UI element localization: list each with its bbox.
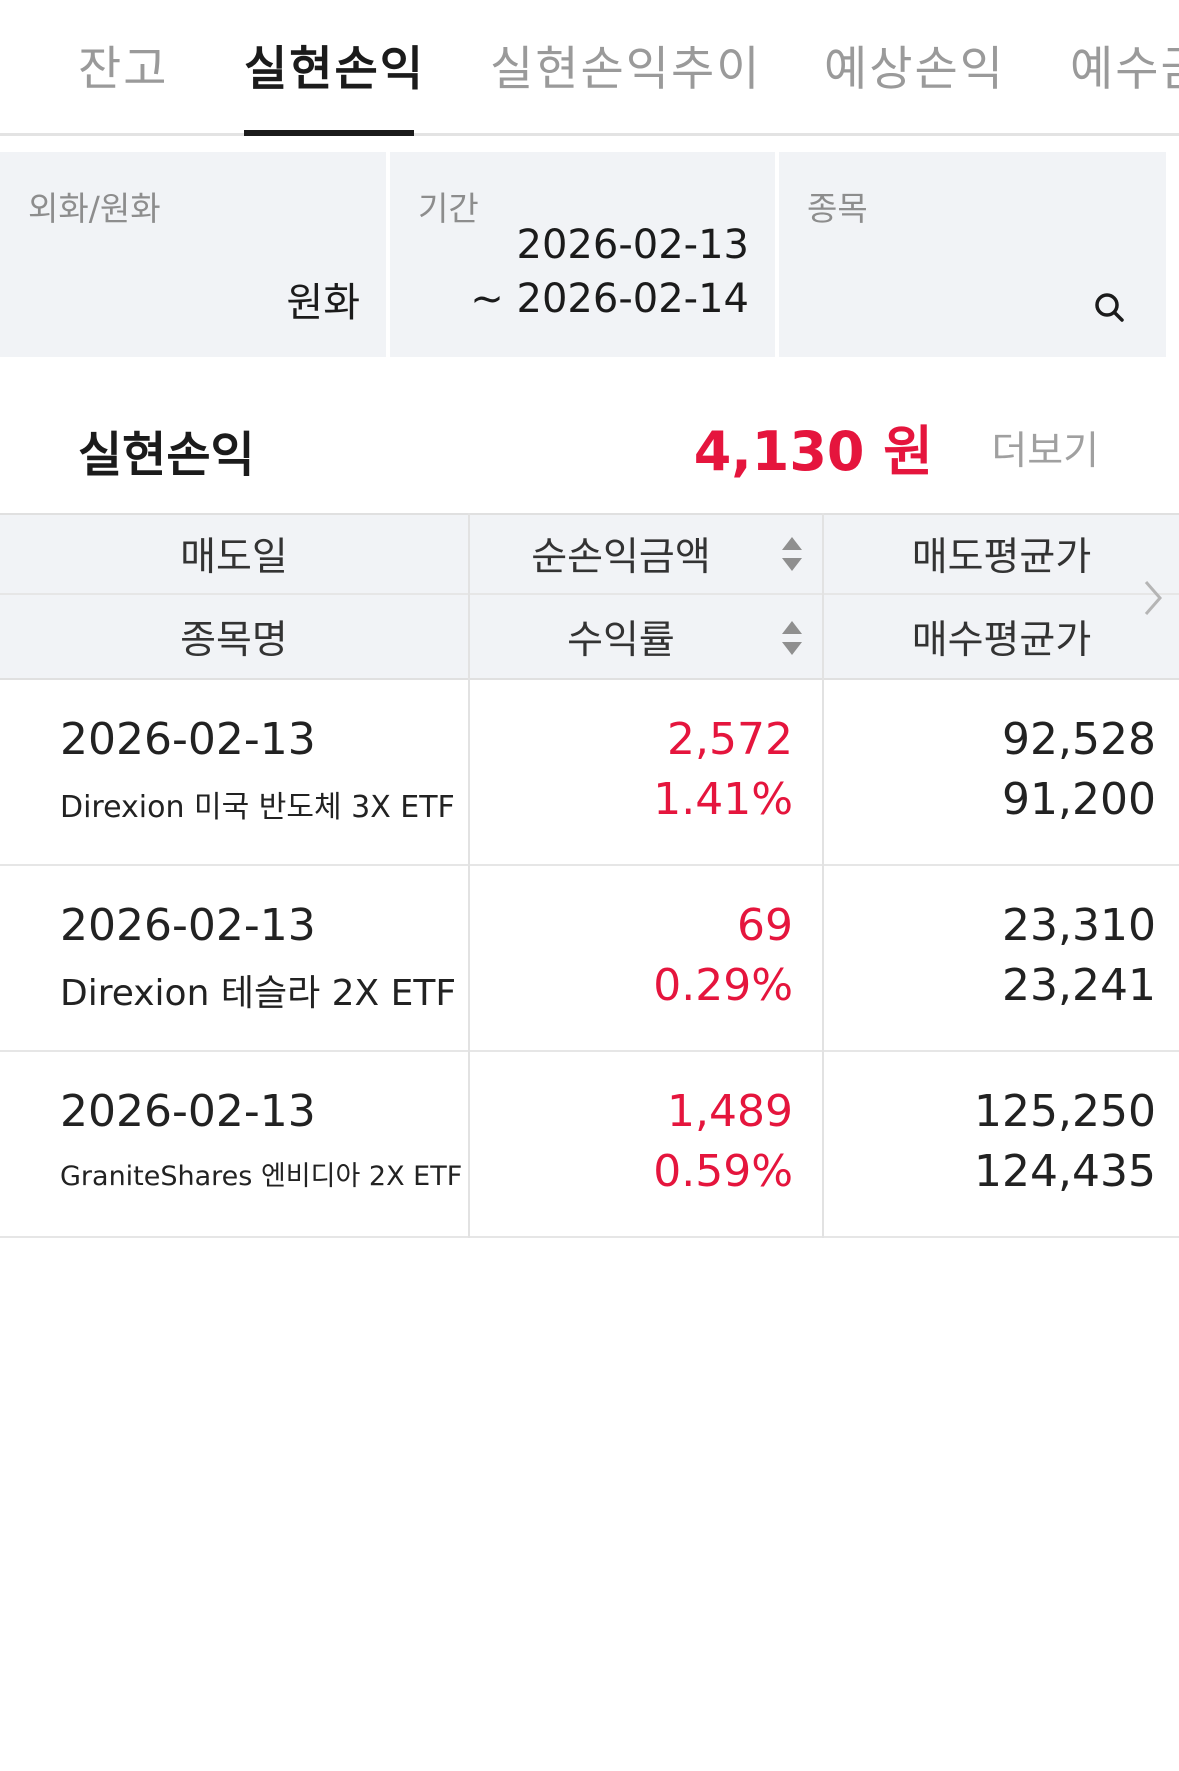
summary-title: 실현손익 — [78, 427, 255, 483]
net-profit: 1,489 — [667, 1086, 793, 1137]
sell-date: 2026-02-13 — [60, 900, 316, 951]
stock-name: GraniteShares 엔비디아 2X ETF — [60, 1161, 463, 1192]
more-button[interactable]: 더보기 — [991, 429, 1099, 474]
sell-avg-price: 23,310 — [1002, 900, 1156, 951]
search-icon[interactable] — [1090, 288, 1130, 328]
stock-filter-label: 종목 — [807, 189, 868, 228]
sell-avg-price: 92,528 — [1002, 714, 1156, 765]
stock-name: Direxion 미국 반도체 3X ETF — [60, 790, 455, 825]
sort-icon[interactable] — [780, 618, 804, 658]
return-rate: 0.29% — [653, 960, 793, 1011]
period-filter[interactable]: 기간 2026-02-13 ~ 2026-02-14 — [390, 152, 775, 357]
tab-bar: 잔고 실현손익 실현손익추이 예상손익 예수금 — [0, 0, 1179, 136]
pnl-summary: 실현손익 4,130 원 더보기 — [0, 357, 1179, 513]
period-filter-label: 기간 — [418, 189, 479, 228]
column-divider — [822, 513, 824, 1238]
tab-realized-pnl-trend[interactable]: 실현손익추이 — [490, 42, 762, 97]
active-tab-indicator — [244, 130, 414, 136]
sell-avg-price: 125,250 — [974, 1086, 1156, 1137]
sell-date: 2026-02-13 — [60, 714, 316, 765]
buy-avg-price: 91,200 — [1002, 774, 1156, 825]
buy-avg-price: 124,435 — [974, 1146, 1156, 1197]
buy-avg-price: 23,241 — [1002, 960, 1156, 1011]
net-profit: 69 — [737, 900, 793, 951]
sort-icon[interactable] — [780, 534, 804, 574]
header-row-2: 종목명 수익률 매수평균가 — [0, 595, 1179, 680]
tab-expected-pnl[interactable]: 예상손익 — [824, 42, 1005, 97]
header-net-profit[interactable]: 순손익금액 — [531, 535, 711, 580]
header-return-rate[interactable]: 수익률 — [567, 617, 675, 663]
currency-filter[interactable]: 외화/원화 원화 — [0, 152, 386, 357]
table-row[interactable]: 2026-02-13 Direxion 미국 반도체 3X ETF 2,572 … — [0, 680, 1179, 866]
tab-deposit[interactable]: 예수금 — [1070, 42, 1179, 97]
net-profit: 2,572 — [667, 714, 793, 765]
table-header: 매도일 순손익금액 매도평균가 종목명 수익률 매수평균가 — [0, 513, 1179, 680]
stock-filter[interactable]: 종목 — [779, 152, 1166, 357]
tab-realized-pnl[interactable]: 실현손익 — [244, 42, 425, 97]
header-buy-avg-price: 매수평균가 — [911, 617, 1092, 663]
header-stock-name: 종목명 — [180, 617, 288, 663]
tab-balance[interactable]: 잔고 — [78, 42, 169, 97]
return-rate: 0.59% — [653, 1146, 793, 1197]
sell-date: 2026-02-13 — [60, 1086, 316, 1137]
currency-filter-value: 원화 — [286, 280, 360, 326]
chevron-right-icon[interactable] — [1141, 578, 1165, 618]
summary-amount: 4,130 원 — [693, 420, 933, 483]
stock-name: Direxion 테슬라 2X ETF — [60, 973, 457, 1014]
header-sell-date: 매도일 — [180, 535, 288, 580]
table-row[interactable]: 2026-02-13 GraniteShares 엔비디아 2X ETF 1,4… — [0, 1052, 1179, 1238]
table-row[interactable]: 2026-02-13 Direxion 테슬라 2X ETF 69 0.29% … — [0, 866, 1179, 1052]
period-end-date: ~ 2026-02-14 — [470, 276, 749, 322]
currency-filter-label: 외화/원화 — [28, 189, 161, 228]
return-rate: 1.41% — [653, 774, 793, 825]
period-start-date: 2026-02-13 — [516, 222, 749, 268]
header-sell-avg-price: 매도평균가 — [911, 535, 1092, 580]
header-row-1: 매도일 순손익금액 매도평균가 — [0, 513, 1179, 595]
column-divider — [468, 513, 470, 1238]
filter-bar: 외화/원화 원화 기간 2026-02-13 ~ 2026-02-14 종목 — [0, 152, 1179, 357]
